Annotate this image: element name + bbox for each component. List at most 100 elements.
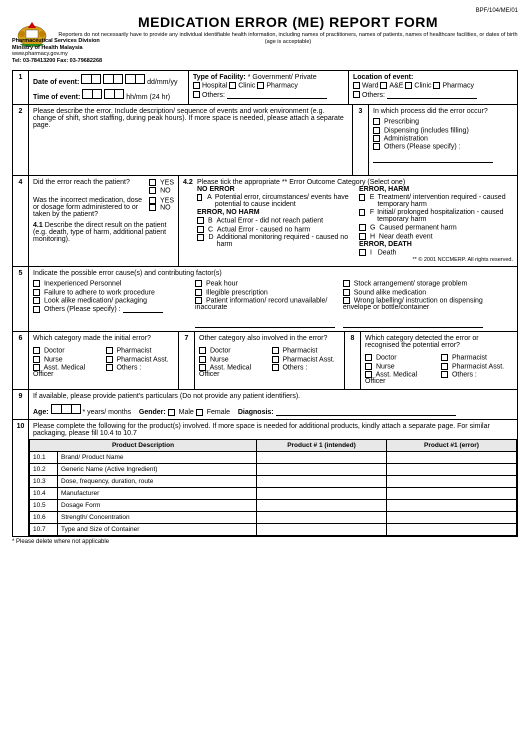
cb-s8-others[interactable] [441, 371, 448, 378]
time-box[interactable] [82, 89, 92, 99]
prod-intended-cell[interactable] [257, 512, 387, 524]
prod-error-cell[interactable] [387, 500, 517, 512]
cb-s6-others[interactable] [106, 364, 113, 371]
cb-s3-others[interactable] [373, 143, 380, 150]
cb-inexp[interactable] [33, 280, 40, 287]
cb-failadhere[interactable] [33, 289, 40, 296]
cb-cat-i[interactable] [359, 249, 366, 256]
cb-s8-doctor[interactable] [365, 354, 372, 361]
age-box[interactable] [71, 404, 81, 414]
cb-s8-passt[interactable] [441, 363, 448, 370]
date-box[interactable] [81, 74, 91, 84]
cb-loc-pharmacy[interactable] [433, 82, 440, 89]
prod-error-cell[interactable] [387, 488, 517, 500]
date-box[interactable] [91, 74, 101, 84]
cb-s6-pharm[interactable] [106, 347, 113, 354]
prod-intended-cell[interactable] [257, 452, 387, 464]
prod-row-num: 10.6 [30, 512, 58, 524]
cb-prescribing[interactable] [373, 118, 380, 125]
prod-error-cell[interactable] [387, 452, 517, 464]
cb-s7-pharm[interactable] [272, 347, 279, 354]
cb-q1-yes[interactable] [149, 179, 156, 186]
prod-row-num: 10.7 [30, 524, 58, 536]
age-label: Age: [33, 409, 49, 416]
prod-error-cell[interactable] [387, 512, 517, 524]
lbl-nurse: Nurse [44, 356, 63, 363]
cb-lookalike[interactable] [33, 297, 40, 304]
date-box[interactable] [135, 74, 145, 84]
lbl-dispensing: Dispensing (includes filling) [384, 127, 469, 134]
prod-intended-cell[interactable] [257, 488, 387, 500]
date-box[interactable] [103, 74, 113, 84]
time-box[interactable] [92, 89, 102, 99]
cb-peak[interactable] [195, 280, 202, 287]
cb-male[interactable] [168, 409, 175, 416]
prod-intended-cell[interactable] [257, 464, 387, 476]
cb-q1-no[interactable] [149, 187, 156, 194]
cb-administration[interactable] [373, 135, 380, 142]
cb-clinic[interactable] [229, 82, 236, 89]
cb-cat-h[interactable] [359, 233, 366, 240]
cb-s6-nurse[interactable] [33, 356, 40, 363]
cb-dispensing[interactable] [373, 127, 380, 134]
prod-error-cell[interactable] [387, 524, 517, 536]
product-table: Product Description Product # 1 (intende… [29, 439, 517, 536]
cb-s6-doctor[interactable] [33, 347, 40, 354]
cb-cat-e[interactable] [359, 194, 365, 201]
cb-s6-passt[interactable] [106, 356, 113, 363]
prod-error-cell[interactable] [387, 464, 517, 476]
cb-loc-others[interactable] [353, 91, 360, 98]
cb-cat-f[interactable] [359, 209, 365, 216]
cb-cat-d[interactable] [197, 234, 204, 241]
cb-s7-amo[interactable] [199, 364, 206, 371]
cb-loc-clinic[interactable] [405, 82, 412, 89]
prod-row-num: 10.1 [30, 452, 58, 464]
prod-error-cell[interactable] [387, 476, 517, 488]
lbl-illegible: Illegible prescription [206, 289, 268, 296]
cb-ward[interactable] [353, 82, 360, 89]
cb-stock[interactable] [343, 280, 350, 287]
cb-s5-others[interactable] [33, 306, 40, 313]
s9-text: If available, please provide patient's p… [33, 393, 513, 400]
cb-q2-no[interactable] [149, 204, 156, 211]
date-box[interactable] [125, 74, 135, 84]
lbl-passt: Pharmacist Asst. [116, 356, 168, 363]
lbl-amo8: Asst. Medical Officer [365, 371, 417, 385]
age-box[interactable] [51, 404, 61, 414]
date-box[interactable] [113, 74, 123, 84]
cb-ae[interactable] [380, 82, 387, 89]
cb-s7-passt[interactable] [272, 356, 279, 363]
cb-female[interactable] [196, 409, 203, 416]
cb-s8-amo[interactable] [365, 371, 372, 378]
org-url: www.pharmacy.gov.my [12, 51, 518, 58]
time-box[interactable] [104, 89, 114, 99]
cb-s7-doctor[interactable] [199, 347, 206, 354]
lbl-cat-f: Initial/ prolonged hospitalization - cau… [377, 209, 513, 223]
cb-s8-pharm[interactable] [441, 354, 448, 361]
cb-patinfo[interactable] [195, 297, 202, 304]
cb-hospital[interactable] [193, 82, 200, 89]
cb-wronglabel[interactable] [343, 297, 350, 304]
time-box[interactable] [114, 89, 124, 99]
lbl-nurse8: Nurse [376, 363, 395, 370]
cb-sound[interactable] [343, 289, 350, 296]
age-box[interactable] [61, 404, 71, 414]
prod-row-label: Dose, frequency, duration, route [58, 476, 257, 488]
prod-intended-cell[interactable] [257, 476, 387, 488]
cb-cat-c[interactable] [197, 226, 204, 233]
cb-cat-b[interactable] [197, 217, 204, 224]
cb-pharmacy[interactable] [257, 82, 264, 89]
lbl-cat-e: Treatment/ intervention required - cause… [377, 194, 513, 208]
cb-s7-nurse[interactable] [199, 356, 206, 363]
cb-cat-a[interactable] [197, 194, 202, 201]
prod-intended-cell[interactable] [257, 500, 387, 512]
cb-s6-amo[interactable] [33, 364, 40, 371]
cb-cat-g[interactable] [359, 224, 366, 231]
cb-s7-others[interactable] [272, 364, 279, 371]
prod-intended-cell[interactable] [257, 524, 387, 536]
cb-s8-nurse[interactable] [365, 363, 372, 370]
cb-facility-others[interactable] [193, 91, 200, 98]
cb-illegible[interactable] [195, 289, 202, 296]
cb-q2-yes[interactable] [149, 197, 156, 204]
s7-q: Other category also involved in the erro… [199, 335, 340, 342]
